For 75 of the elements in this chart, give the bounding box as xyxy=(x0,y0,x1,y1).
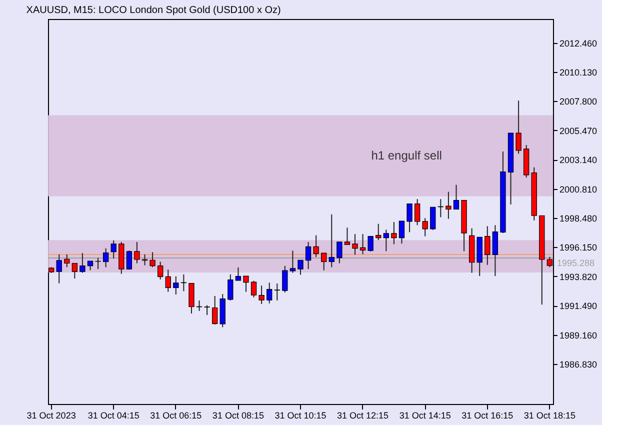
band-label: h1 engulf sell xyxy=(371,148,442,163)
y-tick-label: 1989.160 xyxy=(560,330,598,340)
y-tick-label: 1991.490 xyxy=(560,301,598,312)
candlestick xyxy=(142,254,148,266)
candlestick xyxy=(134,241,140,264)
candlestick xyxy=(453,184,460,210)
candlestick xyxy=(56,254,62,284)
candlestick xyxy=(352,234,358,256)
y-tick-label: 1996.150 xyxy=(560,242,598,253)
chart-title: XAUUSD, M15: LOCO London Spot Gold (USD100 x Oz) xyxy=(26,5,281,16)
candlestick xyxy=(298,260,304,276)
y-tick-label: 1993.820 xyxy=(560,272,598,282)
x-tick-label: 31 Oct 18:15 xyxy=(524,410,576,420)
y-tick-label: 2000.810 xyxy=(560,184,598,194)
candlestick xyxy=(321,252,327,271)
candlestick xyxy=(173,276,179,295)
candlestick xyxy=(126,250,132,270)
y-tick-label: 2010.130 xyxy=(560,68,598,78)
x-tick-label: 31 Oct 2023 xyxy=(26,410,76,420)
candlestick xyxy=(290,250,296,274)
x-tick-label: 31 Oct 14:15 xyxy=(399,410,451,420)
candlestick xyxy=(484,226,490,266)
candlestick xyxy=(368,236,374,252)
x-tick-label: 31 Oct 10:15 xyxy=(274,410,326,420)
x-tick-label: 31 Oct 06:15 xyxy=(150,410,202,420)
candlestick xyxy=(150,252,156,268)
candlestick xyxy=(72,262,78,280)
y-tick-label: 1986.830 xyxy=(560,360,598,370)
ref-line-label: 1995.288 xyxy=(557,258,595,268)
candlestick xyxy=(313,234,319,258)
candlestick xyxy=(188,282,194,314)
x-tick-label: 31 Oct 08:15 xyxy=(212,410,264,420)
candlestick xyxy=(391,222,397,245)
candlestick xyxy=(282,265,288,293)
candlestick xyxy=(87,260,94,271)
candlestick xyxy=(274,283,280,301)
x-tick-label: 31 Oct 04:15 xyxy=(88,410,140,420)
candlestick xyxy=(266,282,272,304)
candlestick xyxy=(383,229,389,252)
candlestick xyxy=(204,304,210,316)
candlestick xyxy=(414,198,420,226)
candlestick xyxy=(102,248,109,268)
candlestick xyxy=(376,223,382,241)
candlestick xyxy=(492,224,498,277)
y-tick-label: 2003.140 xyxy=(560,155,598,166)
candlestick xyxy=(258,285,264,304)
candlestick xyxy=(305,241,312,270)
candlestick xyxy=(165,269,171,292)
x-tick-label: 31 Oct 12:15 xyxy=(337,410,389,420)
candlestick xyxy=(250,280,257,298)
candlestick xyxy=(430,206,436,230)
y-tick-label: 1998.480 xyxy=(560,214,598,224)
candlestick xyxy=(406,203,412,233)
candlestick xyxy=(422,218,428,237)
candlestick xyxy=(398,220,405,244)
candlestick xyxy=(546,256,553,268)
candlestick xyxy=(360,234,366,255)
candlestick xyxy=(180,274,187,292)
y-tick-label: 2012.460 xyxy=(560,38,598,48)
x-tick-label: 31 Oct 16:15 xyxy=(462,410,514,420)
candlestick xyxy=(212,295,218,326)
candlestick xyxy=(243,276,249,292)
candlestick xyxy=(446,191,452,220)
candlestick xyxy=(228,274,234,301)
y-tick-label: 2005.470 xyxy=(560,126,598,136)
candlestick xyxy=(516,100,522,154)
candlestick xyxy=(158,261,164,280)
candlestick xyxy=(336,241,342,264)
candlestick xyxy=(80,252,86,274)
candlestick xyxy=(110,240,116,259)
y-tick-label: 2007.800 xyxy=(560,96,598,107)
candlestick xyxy=(328,214,334,268)
candlestick xyxy=(344,227,350,246)
candlestick xyxy=(235,266,242,281)
candlestick xyxy=(64,254,70,268)
